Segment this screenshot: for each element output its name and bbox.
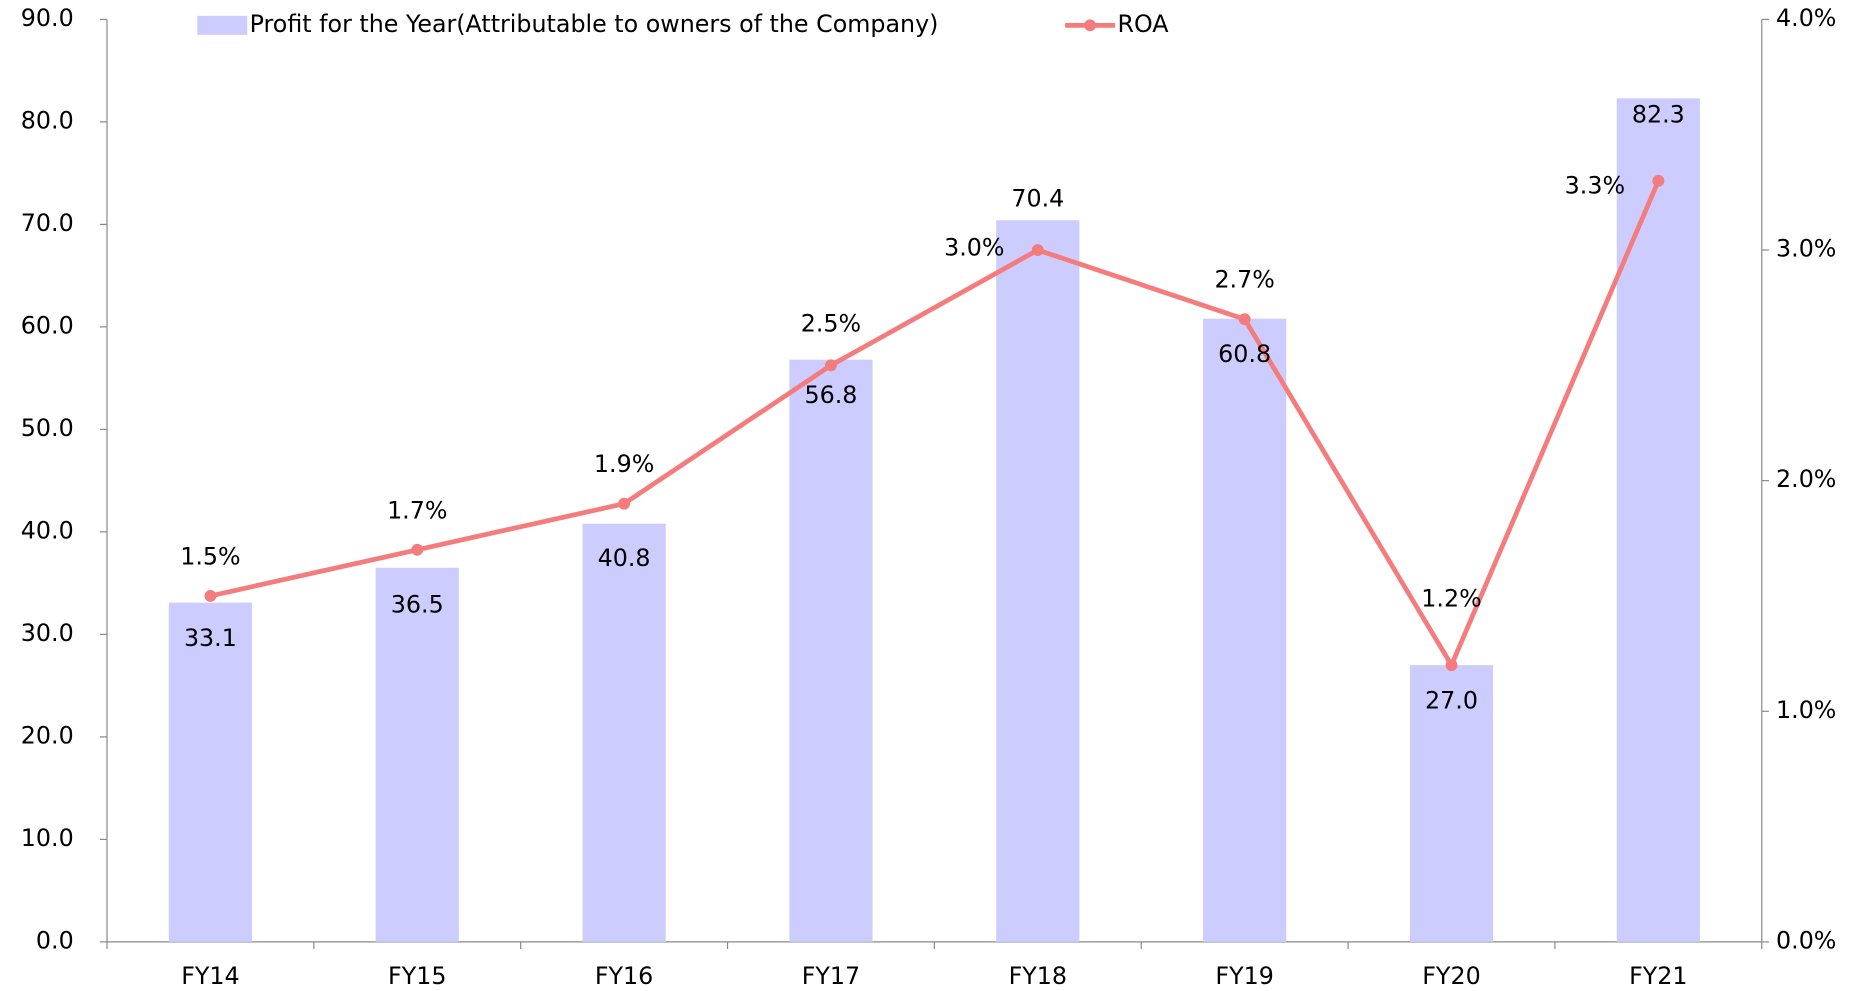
bar-value-label: 27.0	[1425, 686, 1478, 714]
y2-tick-label: 4.0%	[1776, 4, 1836, 32]
y2-tick-label: 0.0%	[1776, 926, 1836, 954]
roa-point	[1238, 313, 1251, 326]
roa-point	[411, 543, 424, 556]
roa-value-label: 3.3%	[1565, 171, 1625, 199]
roa-point	[1445, 659, 1458, 672]
bar-value-label: 70.4	[1011, 185, 1064, 213]
x-tick-label: FY17	[802, 962, 860, 990]
x-tick-label: FY18	[1009, 962, 1067, 990]
roa-value-label: 1.2%	[1421, 584, 1481, 612]
x-tick-label: FY21	[1629, 962, 1687, 990]
roa-value-label: 1.7%	[387, 496, 447, 524]
y2-tick-label: 3.0%	[1776, 235, 1836, 263]
y-tick-label: 70.0	[21, 209, 74, 237]
y2-tick-label: 2.0%	[1776, 465, 1836, 493]
roa-point	[618, 497, 631, 510]
roa-point	[204, 590, 217, 602]
legend-label: Profit for the Year(Attributable to owne…	[250, 10, 939, 38]
roa-value-label: 1.9%	[594, 450, 654, 478]
roa-value-label: 2.7%	[1214, 266, 1274, 294]
x-tick-label: FY16	[595, 962, 653, 990]
y-tick-label: 20.0	[21, 721, 74, 749]
y-tick-label: 50.0	[21, 414, 74, 442]
bar	[789, 359, 873, 942]
x-tick-label: FY15	[388, 962, 446, 990]
roa-value-label: 2.5%	[801, 309, 861, 337]
legend-label: ROA	[1117, 10, 1169, 38]
roa-point	[1031, 244, 1044, 256]
legend-swatch-point	[1084, 19, 1097, 32]
bar	[168, 602, 253, 942]
bar	[1616, 98, 1700, 942]
y-tick-label: 90.0	[21, 4, 74, 32]
y-tick-label: 80.0	[21, 106, 74, 134]
roa-point	[1652, 174, 1665, 187]
y2-tick-label: 1.0%	[1776, 696, 1836, 724]
x-tick-label: FY14	[181, 962, 239, 990]
bar	[1203, 318, 1287, 942]
bar-value-label: 36.5	[391, 590, 444, 618]
bar	[582, 523, 666, 942]
bar	[996, 220, 1080, 942]
bar-value-label: 82.3	[1632, 101, 1685, 129]
y-tick-label: 30.0	[21, 619, 74, 647]
roa-line	[209, 179, 1661, 671]
roa-value-label: 3.0%	[944, 233, 1004, 261]
bar	[1409, 665, 1494, 942]
bar	[375, 567, 459, 942]
bar-value-label: 60.8	[1218, 340, 1271, 368]
x-tick-label: FY20	[1422, 962, 1480, 990]
roa-point	[825, 359, 837, 372]
roa-value-label: 1.5%	[180, 542, 240, 570]
bar-value-label: 33.1	[184, 624, 237, 652]
y-tick-label: 0.0	[36, 926, 74, 954]
y-tick-label: 10.0	[21, 824, 74, 852]
bar-value-label: 56.8	[804, 381, 857, 409]
y-tick-label: 60.0	[21, 311, 74, 339]
legend-swatch	[197, 15, 248, 35]
bar-value-label: 40.8	[598, 544, 651, 572]
y-tick-label: 40.0	[21, 516, 74, 544]
x-tick-label: FY19	[1215, 962, 1273, 990]
